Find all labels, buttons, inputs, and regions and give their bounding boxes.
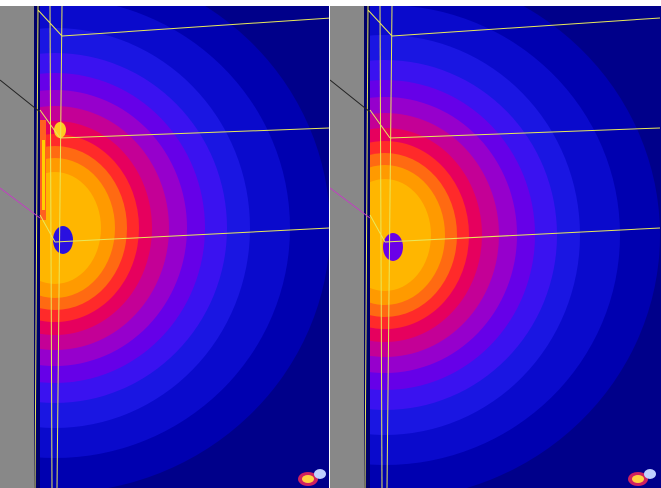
gray-wall [0, 6, 34, 488]
diagonal-line [0, 79, 41, 113]
mesh-line [369, 214, 386, 243]
logo-wing [644, 469, 656, 479]
logo-wing [314, 469, 326, 479]
mesh-line [384, 227, 661, 243]
gray-wall [330, 6, 364, 488]
mesh-line [391, 17, 661, 37]
diagonal-line [330, 187, 371, 219]
contour-notch [53, 226, 73, 254]
mesh-line [61, 17, 329, 37]
diagonal-line [0, 187, 41, 219]
top-margin [0, 0, 661, 6]
panel [330, 6, 661, 488]
panel [0, 6, 329, 488]
edge-strip [42, 140, 45, 210]
mesh-line [39, 214, 56, 243]
logo-ring [302, 475, 314, 483]
mesh-line [389, 127, 661, 139]
mesh-line [369, 109, 391, 139]
hot-spot [54, 122, 66, 138]
logo [628, 469, 656, 486]
mesh-line [59, 127, 329, 139]
mesh-line [364, 6, 369, 488]
contour-notch [383, 233, 403, 261]
mesh-line [34, 6, 39, 488]
mesh-line [386, 6, 393, 488]
mesh-line [37, 9, 63, 37]
mesh-line [379, 6, 383, 488]
logo-ring [632, 475, 644, 483]
diagonal-line [330, 79, 371, 113]
mesh-line [367, 9, 393, 37]
mesh-line [39, 109, 61, 139]
divider [329, 0, 330, 488]
mesh-line [49, 6, 53, 488]
mesh-line [56, 6, 63, 488]
logo [298, 469, 326, 486]
mesh-line [54, 227, 329, 243]
